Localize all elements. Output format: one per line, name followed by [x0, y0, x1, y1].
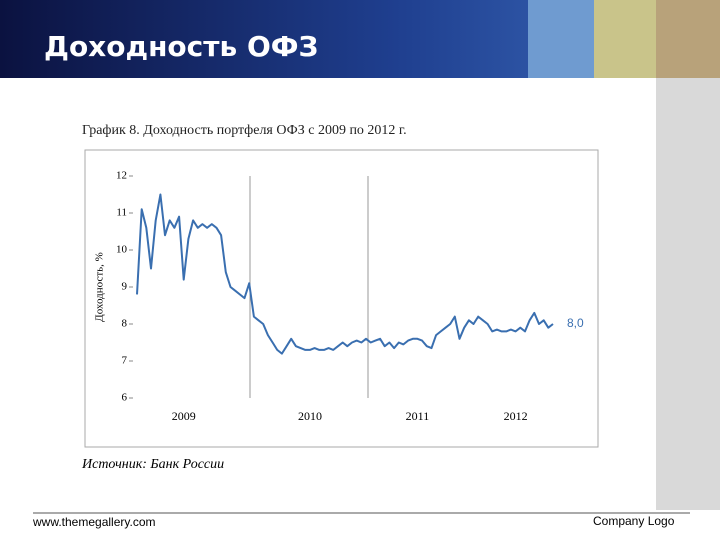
chart-frame: [84, 149, 599, 448]
data-line: [136, 193, 554, 355]
x-tick-label: 2012: [504, 409, 528, 423]
side-strip: [656, 78, 720, 510]
x-tick-label: 2011: [406, 409, 430, 423]
y-tick-label: 10: [116, 244, 128, 256]
chart-title: График 8. Доходность портфеля ОФЗ с 2009…: [82, 123, 407, 138]
header-photo: [656, 0, 720, 78]
header-photo: [528, 0, 594, 78]
end-label: 8,0: [567, 316, 584, 330]
y-tick-label: 6: [122, 392, 128, 404]
x-tick-label: 2010: [298, 409, 322, 423]
y-tick-label: 12: [116, 170, 127, 182]
footer-left: www.themegallery.com: [32, 515, 155, 529]
y-tick-label: 8: [122, 318, 128, 330]
y-axis-label: Доходность, %: [94, 252, 106, 322]
chart-source: Источник: Банк России: [81, 457, 224, 472]
y-tick-label: 11: [116, 207, 127, 219]
header-photo: [594, 0, 656, 78]
footer-right: Company Logo: [593, 514, 675, 528]
y-tick-label: 7: [122, 355, 128, 367]
slide-title: Доходность ОФЗ: [44, 30, 318, 63]
y-tick-label: 9: [122, 281, 128, 293]
x-tick-label: 2009: [172, 409, 196, 423]
